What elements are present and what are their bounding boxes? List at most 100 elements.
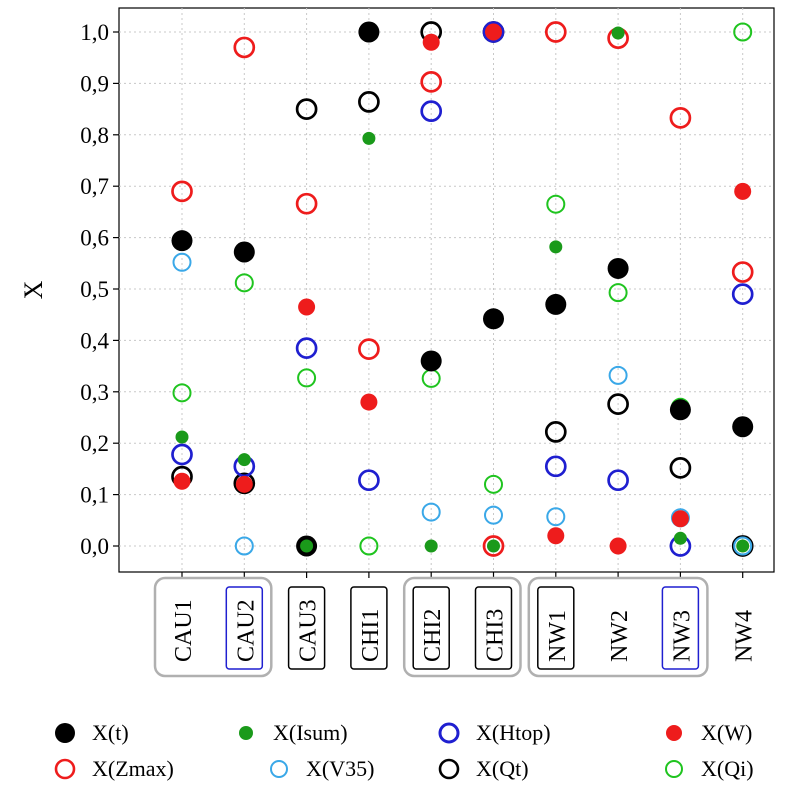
point-x-v35 <box>546 507 566 527</box>
point-x-t <box>607 257 629 279</box>
point-x-w <box>485 23 502 41</box>
point-x-qt <box>295 98 318 120</box>
point-x-w <box>609 537 627 555</box>
y-tick-label: 0,5 <box>80 277 109 302</box>
point-x-htop <box>731 283 754 305</box>
y-tick-label: 0,2 <box>80 431 109 456</box>
point-x-qt <box>544 421 567 443</box>
x-tick-label: CAU2 <box>233 599 259 662</box>
point-x-w <box>360 393 378 411</box>
category-label-box <box>225 586 264 670</box>
point-x-zmax <box>420 71 443 93</box>
category-label-box <box>537 586 575 670</box>
point-x-w <box>422 33 440 51</box>
point-x-qi <box>733 22 753 42</box>
point-x-isum <box>300 539 314 553</box>
point-x-t <box>732 416 754 438</box>
point-x-qt <box>669 457 692 479</box>
point-x-isum <box>611 26 625 40</box>
point-x-isum <box>736 539 750 553</box>
point-x-t <box>545 293 567 315</box>
category-label-box <box>350 586 388 670</box>
point-x-isum <box>424 539 438 553</box>
point-x-w <box>734 182 752 200</box>
y-tick-label: 0,0 <box>80 534 109 559</box>
point-x-w <box>547 527 565 545</box>
x-tick-label: CAU3 <box>296 599 322 662</box>
point-x-zmax <box>669 106 692 129</box>
point-x-zmax <box>358 338 380 360</box>
y-tick-label: 0,9 <box>80 71 109 96</box>
category-group-box <box>527 576 709 678</box>
y-tick-label: 0,4 <box>80 328 109 353</box>
point-x-w <box>173 472 191 490</box>
point-x-qi <box>484 474 503 494</box>
point-x-htop <box>295 337 318 359</box>
x-tick-label: CHI2 <box>420 609 446 662</box>
point-x-zmax <box>295 192 318 215</box>
category-group-box <box>402 576 522 678</box>
x-tick-label: NW2 <box>607 610 633 662</box>
point-x-qt <box>358 91 380 113</box>
point-x-htop <box>607 469 629 492</box>
point-x-htop <box>420 100 443 123</box>
point-x-zmax <box>233 36 256 59</box>
point-x-v35 <box>484 505 503 525</box>
point-x-t <box>233 241 255 263</box>
point-x-t <box>669 399 691 421</box>
point-x-v35 <box>733 536 753 556</box>
point-x-htop <box>171 443 193 466</box>
x-tick-label: NW4 <box>732 610 758 662</box>
point-x-w <box>298 298 316 316</box>
point-x-isum <box>549 240 563 254</box>
point-x-qi <box>546 194 566 214</box>
y-tick-label: 0,1 <box>80 483 109 508</box>
y-axis-label: X <box>19 280 48 299</box>
point-x-t <box>171 230 193 252</box>
x-tick-label: NW3 <box>669 610 695 662</box>
point-x-t <box>483 308 504 330</box>
point-x-qi <box>297 368 317 388</box>
point-x-htop <box>482 21 505 43</box>
point-x-qt <box>607 393 629 415</box>
category-label-box <box>287 586 326 670</box>
point-x-v35 <box>172 252 192 272</box>
y-tick-label: 0,6 <box>80 226 109 251</box>
point-x-t <box>420 350 442 372</box>
x-tick-label: CAU1 <box>171 599 197 662</box>
y-tick-label: 0,7 <box>80 174 109 199</box>
y-tick-label: 0,8 <box>80 123 109 148</box>
point-x-zmax <box>731 261 754 283</box>
point-x-qi <box>234 273 254 293</box>
category-group-box <box>153 576 273 678</box>
category-label-box <box>661 586 700 670</box>
x-tick-label: NW1 <box>545 610 571 662</box>
point-x-zmax <box>482 535 505 557</box>
x-tick-label: CHI3 <box>483 609 509 662</box>
y-tick-label: 0,3 <box>80 380 109 405</box>
plot-area <box>118 7 775 573</box>
point-x-isum <box>175 430 189 444</box>
x-tick-label: CHI1 <box>358 609 384 662</box>
point-x-v35 <box>421 502 441 522</box>
point-x-v35 <box>608 365 628 385</box>
point-x-isum <box>673 531 687 545</box>
point-x-zmax <box>171 180 193 203</box>
point-x-w <box>235 475 253 493</box>
point-x-v35 <box>234 536 254 556</box>
category-label-box <box>474 586 513 670</box>
point-x-t <box>358 21 380 43</box>
point-x-zmax <box>544 21 567 43</box>
point-x-htop <box>544 455 567 478</box>
y-tick-label: 1,0 <box>80 20 109 45</box>
point-x-isum <box>362 131 376 145</box>
point-x-htop <box>358 469 380 492</box>
point-x-w <box>671 510 689 528</box>
point-x-isum <box>487 539 500 553</box>
point-x-isum <box>237 453 251 467</box>
point-x-qi <box>172 383 192 403</box>
category-label-box <box>412 586 450 670</box>
point-x-qi <box>359 536 379 556</box>
point-x-qi <box>608 283 628 303</box>
